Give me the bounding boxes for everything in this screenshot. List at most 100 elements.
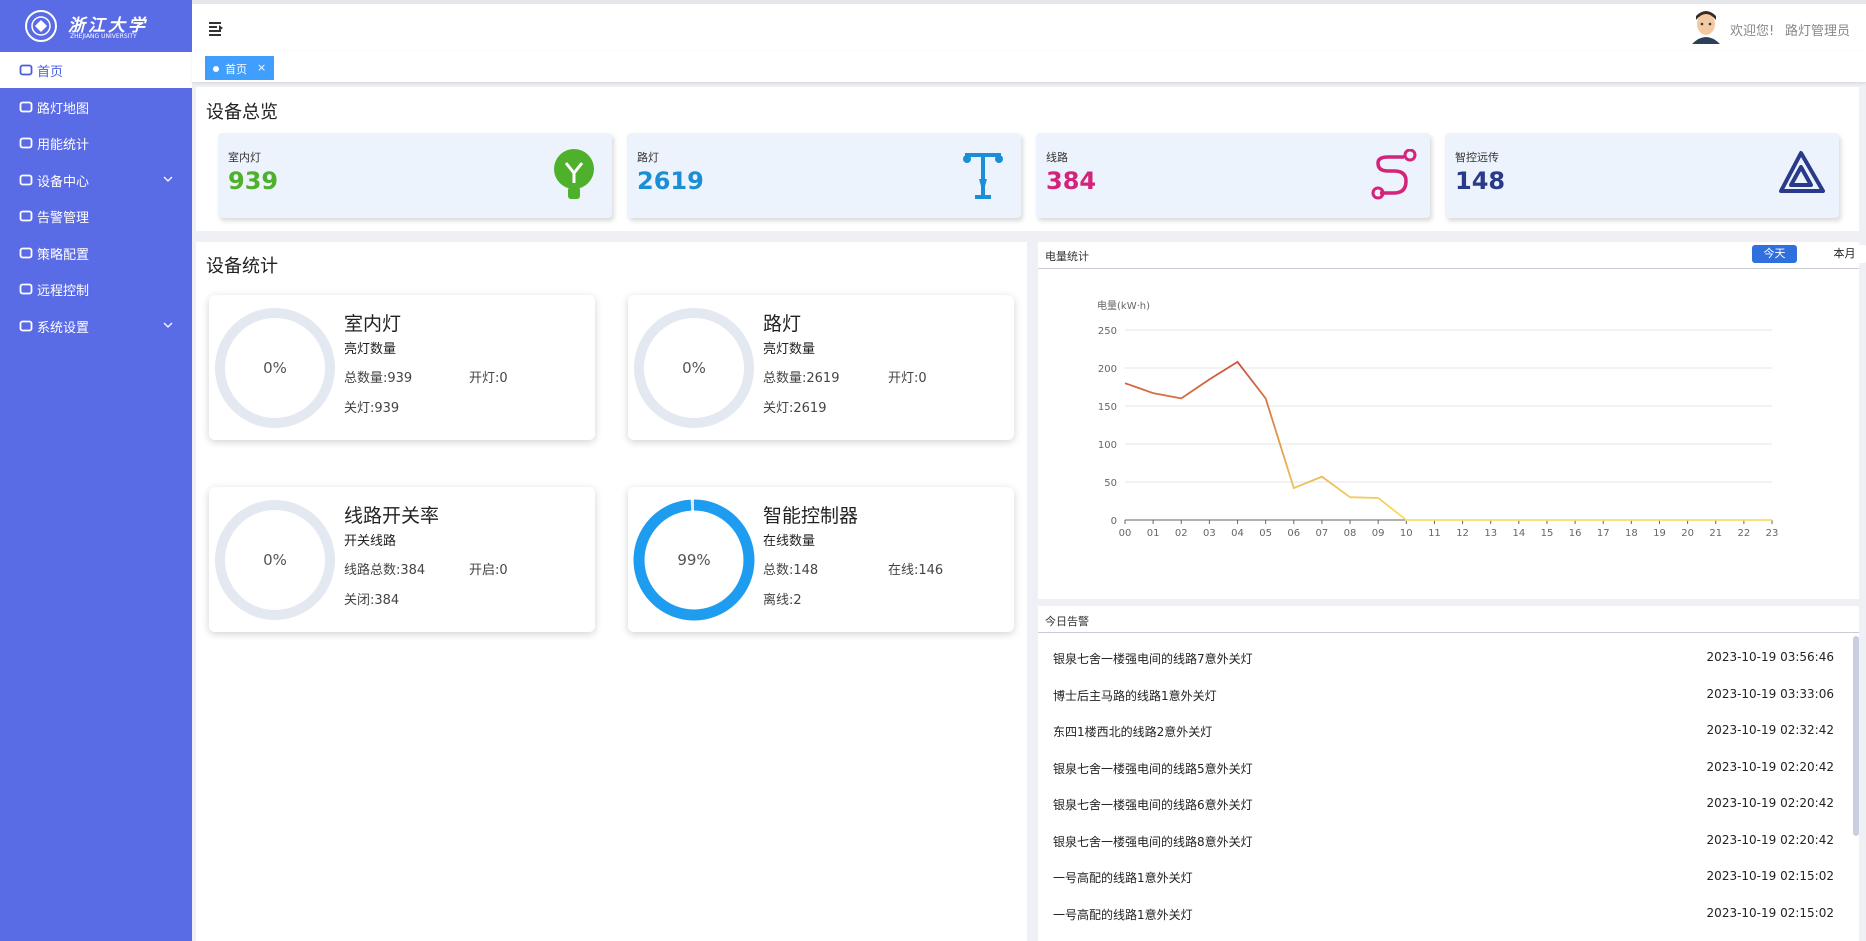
tab[interactable]: 首页 × xyxy=(205,56,274,80)
alarm-time: 2023-10-19 03:33:06 xyxy=(1706,686,1834,701)
stat-item: 开灯:0 xyxy=(469,371,508,386)
stat-card: 99% 智能控制器 在线数量 总数:148 在线:146 离线:2 xyxy=(628,487,1014,632)
ring-track xyxy=(215,500,335,620)
arrow-shape xyxy=(163,176,173,182)
alarm-text: 博士后主马路的线路1意外关灯 xyxy=(1053,688,1217,703)
ring-label: 0% xyxy=(263,359,287,377)
icon-shape xyxy=(1376,155,1408,195)
ring-chart: 99% xyxy=(633,499,755,621)
user-name[interactable]: 路灯管理员 xyxy=(1785,24,1851,39)
alarm-time: 2023-10-19 02:15:02 xyxy=(1706,905,1834,920)
tab-label: 首页 xyxy=(225,63,247,76)
menu-item[interactable]: 告警管理 xyxy=(0,198,192,234)
stat-card: 0% 线路开关率 开关线路 线路总数:384 开启:0 关闭:384 xyxy=(209,487,595,632)
menu-item[interactable]: 首页 xyxy=(0,52,192,88)
y-tick-label: 100 xyxy=(1098,440,1117,451)
stat-item: 总数量:2619 xyxy=(763,371,840,386)
ring-chart: 0% xyxy=(214,307,336,429)
alarm-time: 2023-10-19 02:20:42 xyxy=(1706,796,1834,810)
y-axis-title: 电量(kW·h) xyxy=(1097,299,1150,312)
menu-icon xyxy=(19,320,33,331)
menu-item[interactable]: 系统设置 xyxy=(0,308,192,344)
stat-subtitle: 在线数量 xyxy=(763,534,816,549)
stat-name: 室内灯 xyxy=(344,313,402,335)
alarm-time: 2023-10-19 02:32:42 xyxy=(1706,723,1834,737)
top-border xyxy=(192,0,1866,4)
icon-shape xyxy=(979,179,987,193)
card-label: 智控远传 xyxy=(1455,151,1499,164)
card-icon xyxy=(1371,149,1417,200)
overview-panel: 设备总览 室内灯 939 路灯 2619 线路 384 智控远传 148 xyxy=(196,87,1859,231)
card-label: 室内灯 xyxy=(228,151,261,164)
icon-shape xyxy=(19,247,33,258)
logo: 浙江大学 ZHEJIANG UNIVERSITY xyxy=(0,0,192,52)
summary-card: 室内灯 939 xyxy=(218,133,612,218)
icon-shape xyxy=(19,210,33,222)
period-button[interactable]: 今天 xyxy=(1752,245,1797,263)
stat-item: 离线:2 xyxy=(763,593,802,608)
menu-icon xyxy=(19,101,33,112)
tab-bar: 首页 × xyxy=(192,51,1866,83)
menu-icon xyxy=(19,64,33,76)
alarm-text: 一号高配的线路1意外关灯 xyxy=(1053,907,1193,922)
stat-subtitle: 亮灯数量 xyxy=(763,342,816,357)
summary-card: 智控远传 148 xyxy=(1445,133,1839,218)
scrollbar[interactable] xyxy=(1853,636,1859,836)
menu-item[interactable]: 路灯地图 xyxy=(0,89,192,125)
icon-shape xyxy=(1371,186,1385,200)
icon-shape xyxy=(963,155,971,163)
icon-shape xyxy=(554,149,594,189)
header: 欢迎您! 路灯管理员 xyxy=(192,4,1866,51)
menu-label: 策略配置 xyxy=(37,247,90,263)
menu-toggle[interactable] xyxy=(208,20,224,36)
menu-item[interactable]: 远程控制 xyxy=(0,271,192,307)
icon-shape xyxy=(19,64,33,76)
x-tick-label: 06 xyxy=(1287,528,1300,539)
x-tick-label: 11 xyxy=(1428,528,1441,539)
card-value: 384 xyxy=(1046,167,1097,195)
alarm-panel: 今日告警 银泉七舍一楼强电间的线路7意外关灯 2023-10-19 03:56:4… xyxy=(1038,606,1859,941)
summary-card: 路灯 2619 xyxy=(627,133,1021,218)
menu-label: 远程控制 xyxy=(37,284,90,299)
icon-shape xyxy=(19,101,33,112)
menu-item[interactable]: 用能统计 xyxy=(0,125,192,161)
alarm-text: 银泉七舍一楼强电间的线路6意外关灯 xyxy=(1053,798,1253,812)
y-tick-label: 200 xyxy=(1098,364,1117,375)
logo-subtitle: ZHEJIANG UNIVERSITY xyxy=(70,33,137,40)
stat-card: 0% 室内灯 亮灯数量 总数量:939 开灯:0 关灯:939 xyxy=(209,295,595,440)
icon-shape xyxy=(995,155,1003,163)
icon-shape xyxy=(19,174,33,185)
menu-label: 系统设置 xyxy=(37,320,90,336)
panel-title: 设备统计 xyxy=(206,256,278,277)
icon-shape xyxy=(564,162,584,183)
x-tick-label: 23 xyxy=(1766,528,1779,539)
y-tick-label: 250 xyxy=(1098,326,1117,337)
x-tick-label: 03 xyxy=(1203,528,1216,539)
divider xyxy=(1038,632,1859,633)
x-tick-label: 09 xyxy=(1372,528,1385,539)
arrow-shape xyxy=(163,322,173,328)
menu-label: 首页 xyxy=(37,65,64,80)
x-tick-label: 17 xyxy=(1597,528,1610,539)
avatar[interactable] xyxy=(1690,10,1722,44)
x-tick-label: 07 xyxy=(1316,528,1329,539)
stat-name: 智能控制器 xyxy=(763,505,859,527)
logo-name: 浙江大学 xyxy=(68,16,148,36)
period-button[interactable]: 本月 xyxy=(1822,245,1866,263)
menu-item[interactable]: 策略配置 xyxy=(0,235,192,271)
stat-item: 总数:148 xyxy=(763,563,819,578)
alarm-time: 2023-10-19 02:20:42 xyxy=(1706,759,1834,774)
x-tick-label: 02 xyxy=(1175,528,1188,539)
menu-icon xyxy=(19,283,33,295)
x-tick-label: 00 xyxy=(1119,528,1132,539)
panel-title: 今日告警 xyxy=(1045,615,1089,628)
tab-close[interactable]: × xyxy=(257,61,267,74)
x-tick-label: 05 xyxy=(1259,528,1272,539)
menu-label: 路灯地图 xyxy=(37,101,90,117)
menu-item[interactable]: 设备中心 xyxy=(0,162,192,198)
menu-icon xyxy=(19,247,33,258)
card-label: 线路 xyxy=(1046,151,1068,164)
menu-icon xyxy=(19,174,33,185)
card-icon xyxy=(1779,151,1825,193)
